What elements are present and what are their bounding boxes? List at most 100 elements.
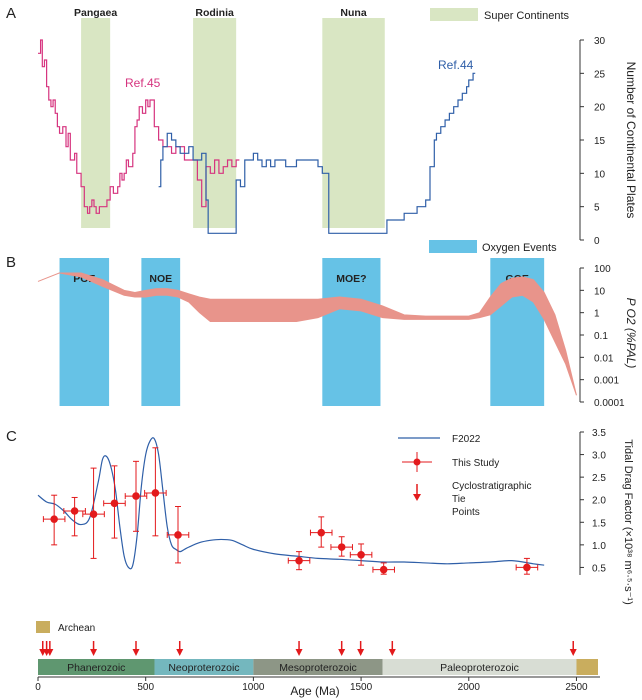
tidal-data-point: [515, 557, 539, 575]
panel-letter-c: C: [6, 428, 17, 445]
tidal-data-point: [372, 562, 395, 575]
archean-legend-swatch: [36, 621, 50, 633]
series-label-ref44: Ref.44: [438, 58, 474, 72]
tie-arrow-head: [46, 649, 54, 656]
tidal-point-marker: [379, 565, 388, 574]
plates-series-line: [158, 72, 476, 234]
tidal-point-marker: [110, 499, 119, 508]
tie-arrow-head: [90, 649, 98, 656]
tidal-point-marker: [317, 528, 326, 537]
era-block: [38, 659, 155, 675]
legend-tie-label-line-2: Tie: [452, 494, 466, 505]
era-label: Paleoproterozoic: [440, 662, 519, 674]
series-label-ref45: Ref.45: [125, 76, 161, 90]
tie-point-arrow: [176, 641, 184, 656]
oxygen-event-label: MOE?: [336, 273, 366, 285]
tie-point-arrow: [39, 641, 47, 656]
oxygen-y-tick-label: 0.001: [594, 376, 619, 387]
tie-point-arrow: [90, 641, 98, 656]
era-block: [576, 659, 598, 675]
legend-points-marker: [413, 458, 421, 466]
supercontinent-label: Pangaea: [74, 7, 117, 19]
x-tick-label: 0: [35, 682, 41, 693]
oxygen-y-tick-label: 0.01: [594, 353, 614, 364]
tie-point-arrow: [295, 641, 303, 656]
tidal-data-point: [349, 543, 373, 566]
plates-y-tick-label: 10: [594, 169, 606, 180]
tidal-y-tick-label: 0.5: [592, 563, 606, 574]
tie-point-arrow: [132, 641, 140, 656]
oxygen-y-tick-label: 0.1: [594, 331, 608, 342]
tie-arrow-head: [132, 649, 140, 656]
tie-arrow-head: [338, 649, 346, 656]
supercontinent-legend-label: Super Continents: [484, 10, 569, 22]
plates-y-tick-label: 20: [594, 103, 606, 114]
oxygen-y-axis-label: P O2 (%PAL): [624, 298, 638, 369]
era-block: [382, 659, 577, 675]
tidal-y-tick-label: 3.5: [592, 428, 606, 439]
tidal-data-point: [42, 494, 66, 546]
supercontinent-band: [193, 18, 237, 228]
tidal-point-marker: [89, 510, 98, 518]
tidal-data-point: [82, 467, 105, 559]
oxygen-y-tick-label: 1: [594, 309, 600, 320]
tie-arrow-head: [569, 649, 577, 656]
tidal-point-marker: [132, 492, 140, 500]
oxygen-events-legend-swatch: [429, 240, 477, 253]
tie-arrow-head: [295, 649, 303, 656]
tidal-point-marker: [337, 543, 346, 551]
tie-arrow-head: [388, 649, 396, 656]
plates-y-tick-label: 25: [594, 69, 606, 80]
oxygen-event-band: [322, 258, 381, 406]
tidal-point-marker: [70, 507, 79, 515]
plates-y-tick-label: 30: [594, 36, 606, 47]
legend-tie-arrowhead: [413, 494, 421, 501]
supercontinent-band: [322, 18, 385, 228]
tie-arrow-head: [176, 649, 184, 656]
era-label: Phanerozoic: [67, 662, 125, 674]
oxygen-y-tick-label: 0.0001: [594, 398, 625, 409]
era-block: [154, 659, 254, 675]
tidal-curve: [37, 437, 545, 570]
panel-letter-a: A: [6, 5, 16, 22]
tidal-data-point: [330, 536, 353, 557]
tidal-data-point: [166, 505, 190, 564]
tidal-point-marker: [50, 515, 58, 523]
x-tick-label: 1000: [242, 682, 265, 693]
tidal-point-marker: [174, 531, 182, 539]
oxygen-events-legend-label: Oxygen Events: [482, 242, 557, 254]
tie-point-arrow: [388, 641, 396, 656]
x-tick-label: 2500: [565, 682, 588, 693]
oxygen-y-tick-label: 10: [594, 286, 606, 297]
era-bar: Phanerozoic Neoproterozoic Mesoproterozoic…: [38, 659, 598, 675]
tidal-data-point: [63, 496, 86, 537]
x-tick-label: 500: [137, 682, 154, 693]
plates-y-tick-label: 5: [594, 203, 600, 214]
tidal-point-marker: [357, 550, 365, 559]
panel-a: Pangaea Rodinia Nuna Super Continents Ref.…: [38, 7, 638, 247]
tidal-y-tick-label: 1.5: [592, 518, 606, 529]
x-tick-label: 2000: [458, 682, 481, 693]
tidal-data-point: [309, 516, 333, 548]
supercontinent-label: Rodinia: [195, 7, 234, 19]
tie-point-arrow: [46, 641, 54, 656]
supercontinent-legend-swatch: [430, 8, 478, 21]
tidal-y-tick-label: 2.5: [592, 473, 606, 484]
era-label: Neoproterozoic: [168, 662, 239, 674]
tidal-data-point: [124, 460, 148, 532]
tidal-y-tick-label: 2.0: [592, 496, 606, 507]
oxygen-y-tick-label: 100: [594, 264, 611, 275]
era-block: [253, 659, 383, 675]
panel-c: 0.5 1.0 1.5 2.0 2.5 3.0 3.5 Tidal Drag Factor …: [36, 428, 634, 634]
era-label: Mesoproterozoic: [279, 662, 357, 674]
legend-line-label: F2022: [452, 434, 481, 445]
legend-tie-label-line-3: Points: [452, 507, 480, 518]
legend-points-label: This Study: [452, 458, 499, 469]
tie-point-arrow: [357, 641, 365, 656]
tidal-point-marker: [523, 563, 531, 572]
tidal-data-point: [103, 465, 126, 539]
supercontinent-label: Nuna: [340, 7, 366, 19]
legend-tie-label-line-1: Cyclostratigraphic: [452, 481, 531, 492]
